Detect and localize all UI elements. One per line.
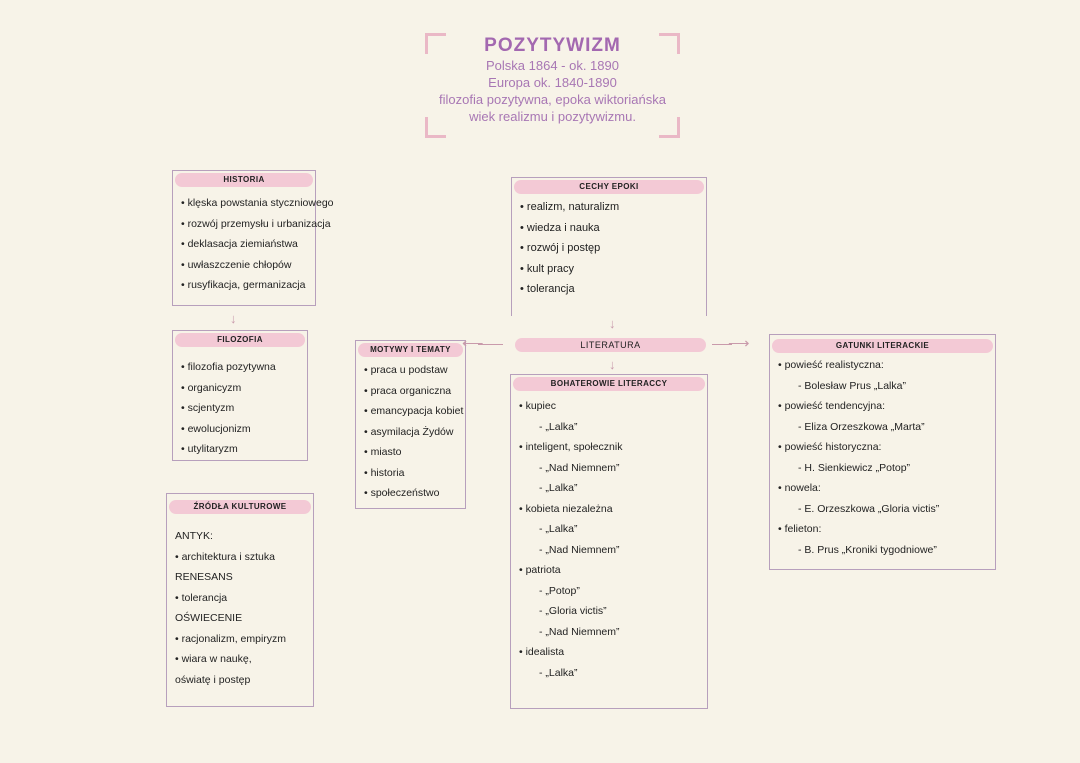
cechy-box: CECHY EPOKI • realizm, naturalizm • wiedz… [511, 177, 707, 316]
list-item: oświatę i postęp [175, 673, 251, 686]
arrow-down-icon: ↓ [609, 357, 616, 372]
list-item: • powieść tendencyjna: [778, 400, 885, 412]
corner-bracket [659, 33, 680, 54]
list-subitem: - „Nad Niemnem” [539, 625, 620, 638]
list-item: • idealista [519, 646, 565, 658]
box-header: FILOZOFIA [175, 333, 305, 347]
arrow-down-icon: ↓ [230, 311, 237, 326]
list-item: RENESANS [175, 571, 233, 583]
list-subitem: - „Potop” [539, 584, 580, 597]
historia-box: HISTORIA • klęska powstania styczniowego… [172, 170, 334, 306]
item-list: • powieść realistyczna: - Bolesław Prus „… [770, 353, 995, 560]
subtitle-line: filozofia pozytywna, epoka wiktoriańska [439, 92, 666, 107]
list-item: • utylitaryzm [181, 443, 238, 455]
list-item: • powieść historyczna: [778, 441, 882, 453]
list-subitem: - „Lalka” [539, 420, 578, 433]
list-subitem: - H. Sienkiewicz „Potop” [798, 461, 911, 474]
corner-bracket [425, 117, 446, 138]
list-subitem: - E. Orzeszkowa „Gloria victis” [798, 502, 940, 515]
list-item: • wiedza i nauka [520, 221, 600, 234]
filozofia-box: FILOZOFIA • filozofia pozytywna • organic… [172, 330, 308, 461]
list-subitem: - „Gloria victis” [539, 605, 607, 617]
item-list: • klęska powstania styczniowego • rozwój … [173, 187, 334, 296]
corner-bracket [659, 117, 680, 138]
list-item: • deklasacja ziemiaństwa [181, 238, 298, 250]
box-header: HISTORIA [175, 173, 313, 187]
box-header: MOTYWY I TEMATY [358, 343, 463, 357]
item-list: • filozofia pozytywna • organicyzm • scjen… [173, 347, 307, 460]
list-item: • rozwój i postęp [520, 242, 601, 254]
list-item: • inteligent, społecznik [519, 441, 623, 453]
box-header: CECHY EPOKI [514, 180, 704, 194]
list-subitem: - „Lalka” [539, 666, 578, 679]
arrow-down-icon: ↓ [609, 316, 616, 331]
list-subitem: - B. Prus „Kroniki tygodniowe” [798, 543, 937, 556]
list-item: • architektura i sztuka [175, 550, 275, 563]
list-item: • racjonalizm, empiryzm [175, 632, 287, 645]
list-item: • tolerancja [520, 283, 575, 295]
list-item: • nowela: [778, 482, 821, 494]
motywy-box: MOTYWY I TEMATY • praca u podstaw • praca… [355, 340, 466, 509]
item-list: • realizm, naturalizm • wiedza i nauka • r… [512, 194, 706, 300]
zrodla-box: ŹRÓDŁA KULTUROWE ANTYK: • architektura i … [166, 493, 314, 707]
box-header: BOHATEROWIE LITERACCY [513, 377, 705, 391]
list-item: • społeczeństwo [364, 487, 440, 499]
list-item: • uwłaszczenie chłopów [181, 258, 292, 271]
list-item: • patriota [519, 564, 561, 576]
list-item: • tolerancja [175, 591, 228, 604]
list-item: • praca u podstaw [364, 364, 448, 376]
list-item: • filozofia pozytywna [181, 361, 276, 373]
list-item: • scjentyzm [181, 402, 235, 414]
title-block: POZYTYWIZM Polska 1864 - ok. 1890 Europa… [425, 33, 680, 138]
literatura-node: LITERATURA [515, 338, 706, 352]
list-item: • felieton: [778, 523, 822, 535]
item-list: • praca u podstaw • praca organiczna • ema… [356, 357, 465, 504]
list-item: • klęska powstania styczniowego [181, 197, 334, 209]
list-item: • wiara w naukę, [175, 653, 252, 665]
list-subitem: - Bolesław Prus „Lalka” [798, 379, 906, 392]
list-item: • kult pracy [520, 262, 574, 275]
list-item: • emancypacja kobiet [364, 405, 464, 417]
list-subitem: - „Lalka” [539, 482, 578, 494]
list-item: • powieść realistyczna: [778, 359, 884, 371]
page-title: POZYTYWIZM [484, 35, 621, 56]
subtitle-line: Europa ok. 1840-1890 [488, 75, 617, 90]
list-item: • miasto [364, 446, 402, 458]
list-item: • historia [364, 466, 405, 479]
subtitle-line: wiek realizmu i pozytywizmu. [469, 109, 636, 124]
list-item: • asymilacja Żydów [364, 425, 454, 438]
list-item: • rusyfikacja, germanizacja [181, 279, 306, 291]
bohaterowie-box: BOHATEROWIE LITERACCY • kupiec - „Lalka” •… [510, 374, 708, 709]
corner-bracket [425, 33, 446, 54]
list-item: • kobieta niezależna [519, 502, 613, 515]
list-subitem: - „Nad Niemnem” [539, 461, 620, 474]
list-item: • kupiec [519, 400, 556, 412]
list-subitem: - „Lalka” [539, 523, 578, 535]
item-list: • kupiec - „Lalka” • inteligent, społeczni… [511, 391, 707, 683]
item-list: ANTYK: • architektura i sztuka RENESANS • t… [167, 514, 313, 690]
list-item: • praca organiczna [364, 384, 452, 397]
list-subitem: - „Nad Niemnem” [539, 543, 620, 556]
arrow-right-icon: ⟶ [728, 335, 750, 352]
list-item: • organicyzm [181, 381, 242, 394]
box-header: GATUNKI LITERACKIE [772, 339, 993, 353]
subtitle-line: Polska 1864 - ok. 1890 [486, 58, 619, 73]
list-subitem: - Eliza Orzeszkowa „Marta” [798, 420, 925, 433]
list-item: • realizm, naturalizm [520, 201, 620, 213]
list-item: ANTYK: [175, 530, 213, 542]
arrow-left-icon: ⟵ [462, 335, 484, 352]
connector-line [712, 344, 732, 345]
connector-line [478, 344, 503, 345]
gatunki-box: GATUNKI LITERACKIE • powieść realistyczn… [769, 334, 996, 570]
box-header: ŹRÓDŁA KULTUROWE [169, 500, 311, 514]
list-item: • rozwój przemysłu i urbanizacja [181, 217, 331, 230]
list-item: OŚWIECENIE [175, 612, 243, 624]
list-item: • ewolucjonizm [181, 422, 251, 435]
